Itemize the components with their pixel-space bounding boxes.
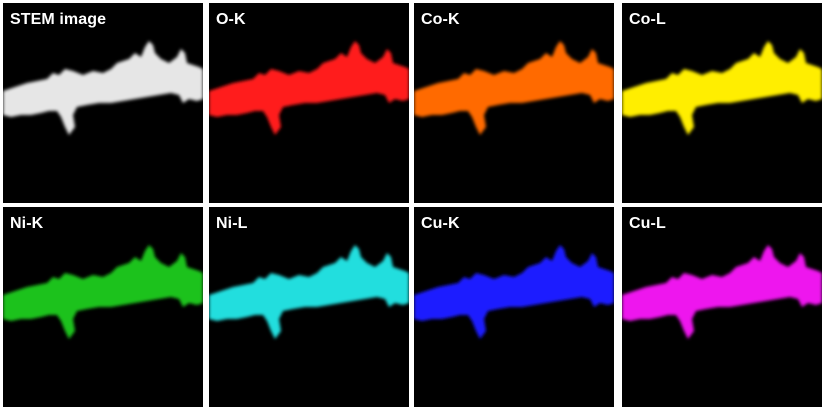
panel-ni-k: Ni-K (3, 207, 203, 407)
ni-l-map (209, 207, 409, 407)
stem-image-map (3, 3, 203, 203)
o-k-map (209, 3, 409, 203)
panel-label: Co-K (421, 11, 460, 28)
panel-stem-image: STEM image (3, 3, 203, 203)
panel-label: Cu-L (629, 215, 666, 232)
ni-k-map (3, 207, 203, 407)
co-k-map (414, 3, 614, 203)
panel-ni-l: Ni-L (209, 207, 409, 407)
co-l-map (622, 3, 822, 203)
panel-label: Co-L (629, 11, 666, 28)
panel-cu-l: Cu-L (622, 207, 822, 407)
panel-label: Cu-K (421, 215, 460, 232)
cu-l-map (622, 207, 822, 407)
cu-k-map (414, 207, 614, 407)
panel-o-k: O-K (209, 3, 409, 203)
panel-label: STEM image (10, 11, 107, 28)
panel-label: O-K (216, 11, 246, 28)
panel-label: Ni-L (216, 215, 248, 232)
panel-label: Ni-K (10, 215, 44, 232)
panel-co-k: Co-K (414, 3, 614, 203)
panel-co-l: Co-L (622, 3, 822, 203)
panel-cu-k: Cu-K (414, 207, 614, 407)
